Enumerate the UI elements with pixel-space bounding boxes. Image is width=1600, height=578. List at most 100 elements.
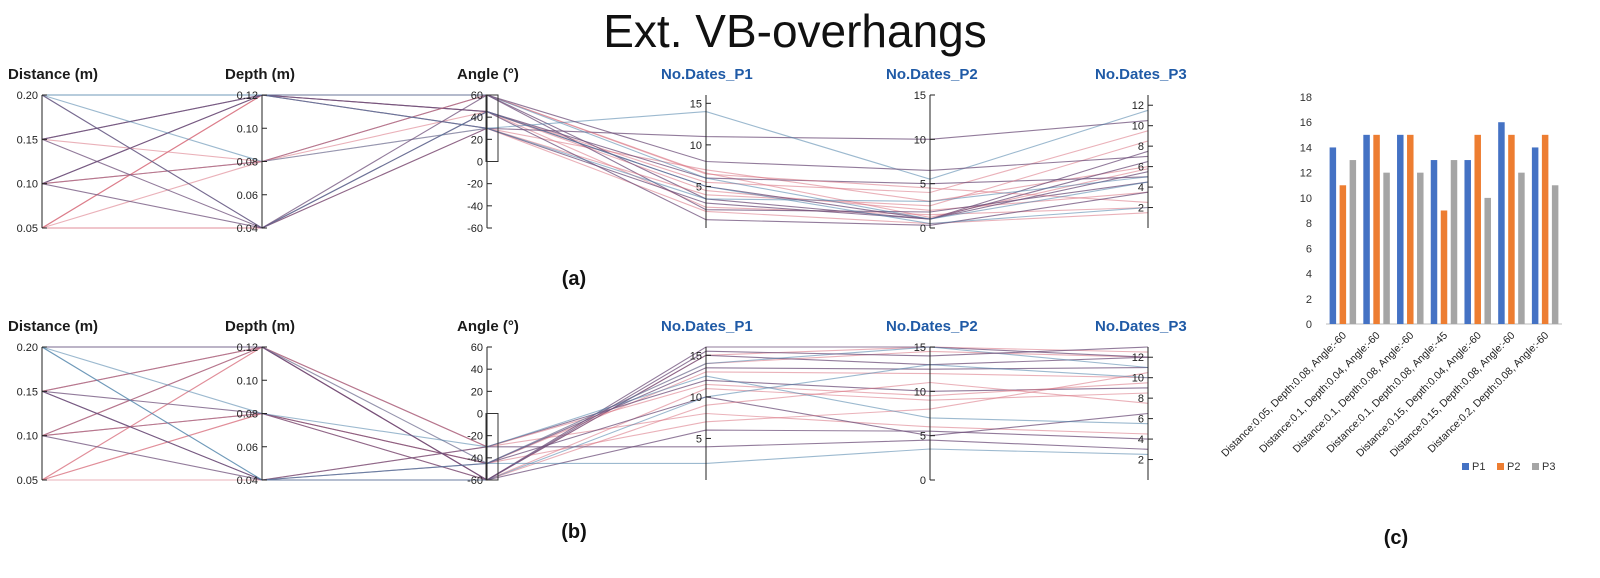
bar-p3-3 xyxy=(1417,172,1424,324)
axis-title: Depth (m) xyxy=(225,318,295,335)
brush-selection xyxy=(485,94,499,162)
data-line-a-7 xyxy=(41,94,1149,220)
tick-label: 0.05 xyxy=(17,223,38,235)
tick-label: 0 xyxy=(477,157,483,169)
tick-label: 10 xyxy=(690,392,702,404)
data-line-b-7 xyxy=(41,354,1149,481)
axis-depth-m-a: Depth (m) 0.12 0.10 0.08 0.06 0.04 xyxy=(225,66,295,235)
data-line-a-16 xyxy=(42,94,1149,220)
y-tick-label: 10 xyxy=(1300,193,1312,205)
tick-label: 15 xyxy=(690,98,702,110)
data-line-b-19 xyxy=(42,346,1149,481)
tick-label: 5 xyxy=(920,431,926,443)
tick-label: 10 xyxy=(914,386,926,398)
y-tick-label: 8 xyxy=(1306,218,1312,230)
data-line-a-5 xyxy=(41,94,1149,229)
tick-label: 4 xyxy=(1138,182,1144,194)
axis-no-dates-p1-a: No.Dates_P1 15 10 5 xyxy=(661,66,753,228)
tick-label: 0.15 xyxy=(17,134,38,146)
tick-label: 0.20 xyxy=(17,342,38,354)
x-category-label: Distance:0.05, Depth:0.08, Angle:-60 xyxy=(1219,330,1349,460)
brush-selection xyxy=(485,413,499,481)
axis-title: No.Dates_P1 xyxy=(661,318,753,335)
bar-p3-6 xyxy=(1518,172,1525,324)
axis-distance-m-b: Distance (m) 0.20 0.15 0.10 0.05 xyxy=(8,318,98,487)
axis-depth-m-b: Depth (m) 0.12 0.10 0.08 0.06 0.04 xyxy=(225,318,295,487)
axis-no-dates-p3-a: No.Dates_P3 12 10 8 6 4 2 xyxy=(1095,66,1187,228)
legend-label-p2: P2 xyxy=(1507,461,1520,473)
tick-label: 15 xyxy=(690,350,702,362)
legend-swatch-p1 xyxy=(1462,463,1469,470)
data-line-b-18 xyxy=(41,346,1149,448)
tick-label: 5 xyxy=(920,179,926,191)
parallel-coordinates-panel-b: Distance (m) 0.20 0.15 0.10 0.05 Depth (m) 0.1… xyxy=(8,318,1187,543)
tick-label: 0.05 xyxy=(17,475,38,487)
x-category-label: Distance:0.1, Depth:0.08, Angle:-45 xyxy=(1324,330,1450,456)
tick-label: 0.06 xyxy=(237,190,258,202)
axis-title: Angle (°) xyxy=(457,66,519,83)
tick-label: 40 xyxy=(471,364,483,376)
axis-title: No.Dates_P2 xyxy=(886,66,978,83)
tick-label: -60 xyxy=(467,223,483,235)
axis-title: No.Dates_P3 xyxy=(1095,318,1187,335)
bar-p3-7 xyxy=(1551,185,1559,324)
axis-no-dates-p2-b: No.Dates_P2 15 10 5 0 xyxy=(886,318,978,487)
x-category-label: Distance:0.1, Depth:0.04, Angle:-60 xyxy=(1257,330,1383,456)
data-line-a-15 xyxy=(41,94,1149,220)
axis-angle-a: Angle (°) 60 40 20 0 -20 -40 -60 xyxy=(457,66,519,235)
bar-p3-5 xyxy=(1484,197,1491,324)
x-category-label: Distance:0.1, Depth:0.08, Angle:-60 xyxy=(1291,330,1417,456)
data-line-a-20 xyxy=(41,94,1149,229)
data-line-b-12 xyxy=(41,366,1149,464)
bar-p1-5 xyxy=(1464,160,1471,324)
axis-title: No.Dates_P1 xyxy=(661,66,753,83)
parallel-coordinates-panel-a: Distance (m) 0.20 0.15 0.10 0.05 Depth (m) 0.1… xyxy=(8,66,1187,290)
axis-title: Angle (°) xyxy=(457,318,519,335)
tick-label: 6 xyxy=(1138,162,1144,174)
panel-label-c: (c) xyxy=(1384,527,1408,549)
y-tick-label: 6 xyxy=(1306,243,1312,255)
axis-title: No.Dates_P2 xyxy=(886,318,978,335)
tick-label: 20 xyxy=(471,386,483,398)
bar-p2-2 xyxy=(1373,134,1380,324)
tick-label: 0.08 xyxy=(237,157,258,169)
data-line-a-10 xyxy=(41,94,1149,213)
tick-label: 2 xyxy=(1138,203,1144,215)
legend-label-p3: P3 xyxy=(1542,461,1555,473)
bar-p1-3 xyxy=(1397,134,1404,324)
bar-p1-7 xyxy=(1531,147,1539,324)
tick-label: 10 xyxy=(690,140,702,152)
data-line-a-11 xyxy=(41,127,1149,207)
tick-label: 5 xyxy=(696,181,702,193)
tick-label: 5 xyxy=(696,433,702,445)
bar-p1-2 xyxy=(1363,134,1370,324)
data-line-a-13 xyxy=(41,94,1149,203)
bar-p3-2 xyxy=(1383,172,1390,324)
axis-distance-m-a: Distance (m) 0.20 0.15 0.10 0.05 xyxy=(8,66,98,235)
legend-swatch-p3 xyxy=(1532,463,1539,470)
data-line-b-16 xyxy=(42,346,1149,465)
bar-p1-6 xyxy=(1498,122,1505,324)
tick-label: 0.20 xyxy=(17,90,38,102)
axis-no-dates-p1-b: No.Dates_P1 15 10 5 xyxy=(661,318,753,480)
data-line-a-3 xyxy=(41,111,1149,229)
tick-label: 15 xyxy=(914,342,926,354)
page-title: Ext. VB-overhangs xyxy=(603,5,987,57)
data-line-a-19 xyxy=(42,94,1149,202)
bar-p2-6 xyxy=(1508,134,1515,324)
legend-swatch-p2 xyxy=(1497,463,1504,470)
bar-p2-4 xyxy=(1440,210,1448,324)
axis-no-dates-p3-b: No.Dates_P3 12 10 8 6 4 2 xyxy=(1095,318,1187,480)
bar-p1-4 xyxy=(1430,160,1438,324)
y-tick-label: 2 xyxy=(1306,294,1312,306)
y-tick-label: 14 xyxy=(1300,142,1312,154)
axis-title: Depth (m) xyxy=(225,66,295,83)
tick-label: 0.06 xyxy=(237,442,258,454)
tick-label: 0.10 xyxy=(17,431,38,443)
tick-label: -40 xyxy=(467,453,483,465)
tick-label: 0.08 xyxy=(237,409,258,421)
bar-p3-4 xyxy=(1450,160,1458,324)
tick-label: 8 xyxy=(1138,393,1144,405)
bar-p2-7 xyxy=(1541,134,1549,324)
